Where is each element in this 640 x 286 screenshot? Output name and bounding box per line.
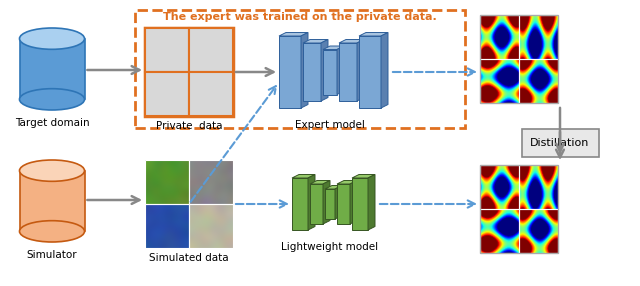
- Text: Expert model: Expert model: [295, 120, 365, 130]
- Polygon shape: [357, 39, 364, 101]
- Text: Private  data: Private data: [156, 121, 222, 131]
- Bar: [480, 209, 519, 253]
- Bar: [145, 72, 189, 116]
- Bar: [145, 204, 189, 248]
- Polygon shape: [301, 33, 308, 108]
- Polygon shape: [310, 184, 323, 224]
- FancyBboxPatch shape: [522, 129, 598, 157]
- Polygon shape: [339, 43, 357, 101]
- Polygon shape: [352, 178, 368, 230]
- Text: Simulator: Simulator: [27, 250, 77, 260]
- Bar: [519, 209, 558, 253]
- Polygon shape: [337, 180, 357, 184]
- Polygon shape: [19, 171, 84, 231]
- Polygon shape: [323, 49, 337, 94]
- Polygon shape: [337, 46, 344, 94]
- Bar: [519, 165, 558, 209]
- Polygon shape: [310, 180, 330, 184]
- Polygon shape: [323, 46, 344, 49]
- Bar: [145, 28, 189, 72]
- Polygon shape: [321, 39, 328, 101]
- Text: Simulated data: Simulated data: [149, 253, 229, 263]
- Bar: [480, 165, 558, 253]
- Polygon shape: [381, 33, 388, 108]
- Polygon shape: [303, 39, 328, 43]
- Polygon shape: [359, 33, 388, 36]
- Polygon shape: [350, 180, 357, 224]
- Polygon shape: [337, 184, 350, 224]
- Polygon shape: [325, 189, 335, 219]
- Polygon shape: [279, 33, 308, 36]
- Bar: [480, 59, 519, 103]
- Ellipse shape: [19, 221, 84, 242]
- Ellipse shape: [19, 160, 84, 181]
- Text: Distillation: Distillation: [531, 138, 589, 148]
- Bar: [189, 28, 233, 72]
- Polygon shape: [339, 39, 364, 43]
- Polygon shape: [308, 174, 315, 230]
- Polygon shape: [368, 174, 375, 230]
- Polygon shape: [335, 186, 342, 219]
- Bar: [519, 59, 558, 103]
- Bar: [189, 72, 233, 116]
- Text: The expert was trained on the private data.: The expert was trained on the private da…: [163, 12, 437, 22]
- Text: Target domain: Target domain: [15, 118, 90, 128]
- Polygon shape: [292, 178, 308, 230]
- Bar: [189, 204, 233, 248]
- Text: Lightweight model: Lightweight model: [282, 242, 379, 252]
- Polygon shape: [323, 180, 330, 224]
- Ellipse shape: [19, 28, 84, 49]
- Ellipse shape: [19, 89, 84, 110]
- Polygon shape: [352, 174, 375, 178]
- Bar: [480, 15, 558, 103]
- Bar: [480, 165, 519, 209]
- Bar: [145, 160, 189, 204]
- FancyBboxPatch shape: [145, 28, 233, 116]
- Bar: [480, 15, 519, 59]
- Polygon shape: [292, 174, 315, 178]
- Polygon shape: [359, 36, 381, 108]
- Bar: [189, 160, 233, 204]
- Polygon shape: [303, 43, 321, 101]
- Polygon shape: [325, 186, 342, 189]
- Bar: [519, 15, 558, 59]
- Polygon shape: [19, 39, 84, 99]
- Polygon shape: [279, 36, 301, 108]
